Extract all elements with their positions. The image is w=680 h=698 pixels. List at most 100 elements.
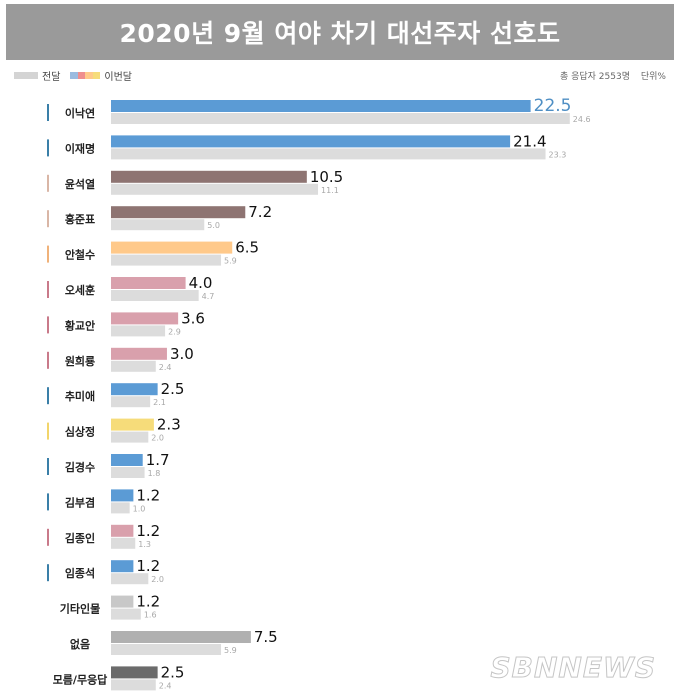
data-label-previous: 5.0 — [207, 221, 220, 230]
data-label-current: 4.0 — [189, 274, 213, 292]
legend-label-current: 이번달 — [104, 71, 133, 83]
data-label-previous: 2.4 — [159, 363, 172, 372]
bar-previous — [111, 431, 149, 443]
data-label-previous: 1.8 — [148, 469, 161, 478]
category-marker — [47, 104, 49, 121]
data-label-current: 22.5 — [534, 96, 572, 116]
category-label: 홍준표 — [65, 212, 95, 226]
data-label-previous: 1.3 — [138, 540, 151, 549]
data-label-previous: 5.9 — [224, 257, 237, 266]
legend-swatch-segment — [77, 71, 86, 79]
data-label-previous: 1.6 — [144, 611, 157, 620]
category-label: 이재명 — [65, 141, 95, 155]
bar-current — [111, 100, 531, 112]
bar-current — [111, 524, 134, 537]
bar-current — [111, 560, 134, 573]
bar-current — [111, 454, 143, 466]
legend-swatch-current — [70, 71, 101, 79]
respondents-note: 총 응답자 2553명 — [559, 72, 630, 82]
data-label-previous: 11.1 — [321, 186, 339, 195]
category-marker — [47, 528, 49, 546]
data-label-previous: 23.3 — [549, 150, 567, 159]
bar-previous — [111, 502, 130, 514]
bar-previous — [111, 537, 136, 549]
category-marker — [47, 139, 49, 157]
bar-previous — [111, 467, 145, 478]
bar-previous — [111, 608, 141, 620]
bar-previous — [111, 679, 156, 691]
bar-previous — [111, 148, 546, 160]
data-label-current: 7.5 — [254, 628, 278, 646]
bar-current — [111, 241, 233, 254]
legend: 전달 이번달 — [14, 68, 133, 83]
unit-note: 단위% — [640, 72, 666, 82]
data-label-current: 2.5 — [161, 663, 185, 681]
data-label-previous: 2.4 — [159, 681, 172, 690]
bar-current — [111, 631, 251, 643]
bar-previous — [111, 254, 222, 266]
category-label: 윤석열 — [65, 177, 95, 191]
data-label-current: 1.2 — [136, 486, 160, 504]
category-label: 모름/무응답 — [53, 672, 108, 686]
legend-swatch-segment — [85, 71, 93, 79]
bar-previous — [111, 113, 570, 124]
data-label-previous: 2.1 — [153, 398, 166, 407]
chart-title: 2020년 9월 여야 차기 대선주자 선호도 — [119, 19, 561, 48]
category-label: 황교안 — [65, 318, 95, 332]
data-label-previous: 4.7 — [202, 292, 215, 301]
bar-current — [111, 595, 134, 608]
data-label-previous: 2.9 — [168, 327, 181, 336]
data-label-previous: 1.0 — [133, 504, 146, 513]
category-label: 심상정 — [65, 425, 95, 439]
bar-current — [111, 170, 307, 183]
category-marker — [47, 245, 49, 263]
bar-current — [111, 347, 167, 360]
bar-current — [111, 383, 158, 396]
bar-previous — [111, 183, 319, 195]
bar-current — [111, 135, 511, 148]
data-label-current: 1.2 — [136, 593, 160, 611]
category-label: 김종인 — [65, 531, 95, 545]
category-marker — [47, 422, 49, 440]
category-marker — [47, 316, 49, 334]
bar-current — [111, 489, 134, 502]
data-label-current: 3.0 — [170, 345, 194, 363]
bar-previous — [111, 219, 205, 231]
watermark-logo: SBNNEWS — [490, 651, 656, 685]
data-label-current: 2.5 — [161, 380, 185, 398]
legend-swatch-previous — [14, 71, 38, 79]
data-label-current: 2.3 — [157, 416, 181, 434]
data-label-current: 3.6 — [181, 309, 205, 327]
category-label: 이낙연 — [65, 106, 95, 120]
category-marker — [47, 493, 49, 511]
bar-previous — [111, 644, 222, 655]
category-marker — [47, 458, 49, 475]
category-label: 임종석 — [65, 566, 95, 580]
bar-current — [111, 277, 186, 289]
category-marker — [47, 387, 49, 405]
legend-swatch-segment — [70, 71, 78, 79]
legend-label-previous: 전달 — [42, 71, 61, 83]
chart-meta: 총 응답자 2553명 단위% — [560, 69, 666, 82]
data-label-previous: 2.0 — [151, 434, 164, 443]
category-marker — [47, 564, 49, 582]
category-label: 김경수 — [65, 460, 95, 474]
data-label-current: 10.5 — [310, 168, 343, 186]
bar-current — [111, 206, 246, 219]
legend-swatch-segment — [92, 71, 101, 79]
data-label-current: 21.4 — [513, 132, 546, 150]
category-label: 기타인물 — [60, 602, 100, 616]
category-label: 안철수 — [65, 248, 95, 262]
data-label-current: 6.5 — [235, 239, 259, 257]
category-label: 원희룡 — [65, 354, 95, 368]
bar-current — [111, 666, 158, 679]
category-marker — [47, 210, 49, 228]
bar-previous — [111, 396, 151, 408]
bar-current — [111, 312, 179, 325]
category-label: 오세훈 — [65, 283, 95, 297]
data-label-previous: 24.6 — [573, 115, 591, 124]
data-label-previous: 2.0 — [151, 575, 164, 584]
category-marker — [47, 281, 49, 298]
chart-title-bar: 2020년 9월 여야 차기 대선주자 선호도 — [6, 4, 674, 60]
